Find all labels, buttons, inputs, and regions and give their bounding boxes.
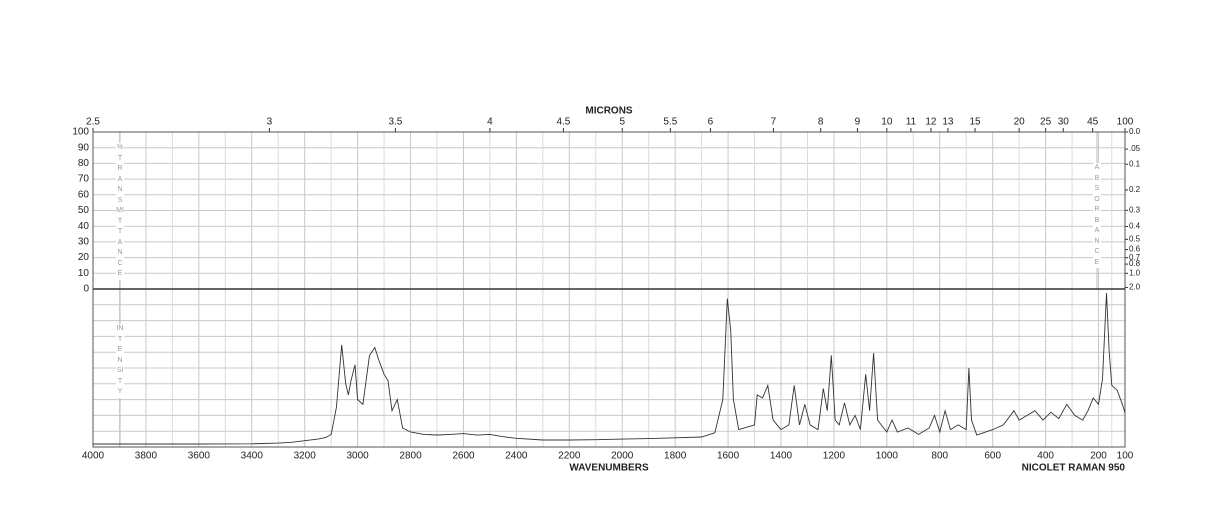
x-tick-label: 4000 [82, 451, 105, 462]
x-tick-label: 3600 [188, 451, 211, 462]
x2-tick-label: 9 [855, 117, 861, 128]
x2-tick-label: 12 [925, 117, 937, 128]
y-tick-label: 20 [78, 252, 90, 263]
x-axis-title: WAVENUMBERS [569, 463, 649, 474]
y2-tick-label: 0.3 [1129, 205, 1141, 214]
x-tick-label: 800 [931, 451, 948, 462]
x-tick-label: 2600 [452, 451, 475, 462]
x2-tick-label: 25 [1040, 117, 1052, 128]
x-tick-label: 2400 [505, 451, 528, 462]
x2-tick-label: 8 [818, 117, 824, 128]
x-tick-label: 400 [1037, 451, 1054, 462]
x2-tick-label: 7 [771, 117, 777, 128]
x2-tick-label: 2.5 [86, 117, 100, 128]
y2-axis-title: ABSORBANCE [1093, 163, 1101, 268]
x-tick-label: 1600 [717, 451, 740, 462]
x2-tick-label: 5.5 [663, 117, 677, 128]
y-tick-label: 10 [78, 268, 90, 279]
y-tick-label: 0 [83, 284, 89, 295]
x-tick-label: 2200 [558, 451, 581, 462]
x2-tick-label: 3 [267, 117, 273, 128]
y2-tick-label: 0.2 [1129, 185, 1141, 194]
y2-tick-label: .05 [1129, 144, 1141, 153]
y-axis-title: %TRANSMITTANCE [116, 143, 124, 280]
x2-tick-label: 45 [1087, 117, 1099, 128]
x-tick-label: 3200 [294, 451, 317, 462]
y-tick-label: 90 [78, 142, 90, 153]
x2-tick-label: 4.5 [556, 117, 570, 128]
y2-tick-label: 0.8 [1129, 259, 1141, 268]
y2-tick-label: 0.5 [1129, 234, 1141, 243]
y2-tick-label: 0.1 [1129, 159, 1141, 168]
y2-tick-label: 1.0 [1129, 268, 1141, 277]
x-tick-label: 1200 [823, 451, 846, 462]
x2-tick-label: 13 [942, 117, 954, 128]
x-tick-label: 200 [1090, 451, 1107, 462]
x-tick-label: 3400 [241, 451, 264, 462]
y-tick-label: 70 [78, 174, 90, 185]
x2-tick-label: 30 [1058, 117, 1070, 128]
y3-axis-title: INTENSITY [116, 324, 124, 398]
x-tick-label: 1800 [664, 451, 687, 462]
spectrum-line [93, 292, 1126, 445]
x2-tick-label: 100 [1117, 117, 1134, 128]
x-tick-label: 100 [1117, 451, 1134, 462]
x-tick-label: 2800 [399, 451, 422, 462]
x2-tick-label: 15 [969, 117, 981, 128]
x-tick-label: 2000 [611, 451, 634, 462]
y2-tick-label: 0.6 [1129, 245, 1141, 254]
x2-tick-label: 10 [881, 117, 893, 128]
y-tick-label: 40 [78, 221, 90, 232]
x2-tick-label: 5 [619, 117, 625, 128]
x-tick-label: 3000 [346, 451, 369, 462]
x2-tick-label: 20 [1014, 117, 1026, 128]
x-tick-label: 1400 [770, 451, 793, 462]
y2-tick-label: 0.7 [1129, 253, 1141, 262]
top-axis-title: MICRONS [585, 106, 633, 117]
y-tick-label: 60 [78, 189, 90, 200]
y-tick-label: 80 [78, 158, 90, 169]
x2-tick-label: 11 [906, 117, 917, 128]
y-tick-label: 100 [72, 127, 89, 138]
y-tick-label: 50 [78, 205, 90, 216]
x2-tick-label: 4 [487, 117, 493, 128]
x2-tick-label: 3.5 [388, 117, 402, 128]
instrument-label: NICOLET RAMAN 950 [1022, 463, 1126, 474]
x2-tick-label: 6 [708, 117, 714, 128]
y2-tick-label: 0.0 [1129, 127, 1141, 136]
x-tick-label: 3800 [135, 451, 158, 462]
x-tick-label: 600 [984, 451, 1001, 462]
y-tick-label: 30 [78, 237, 90, 248]
y2-tick-label: 0.4 [1129, 222, 1141, 231]
x-tick-label: 1000 [876, 451, 899, 462]
y2-tick-label: 2.0 [1129, 283, 1141, 292]
